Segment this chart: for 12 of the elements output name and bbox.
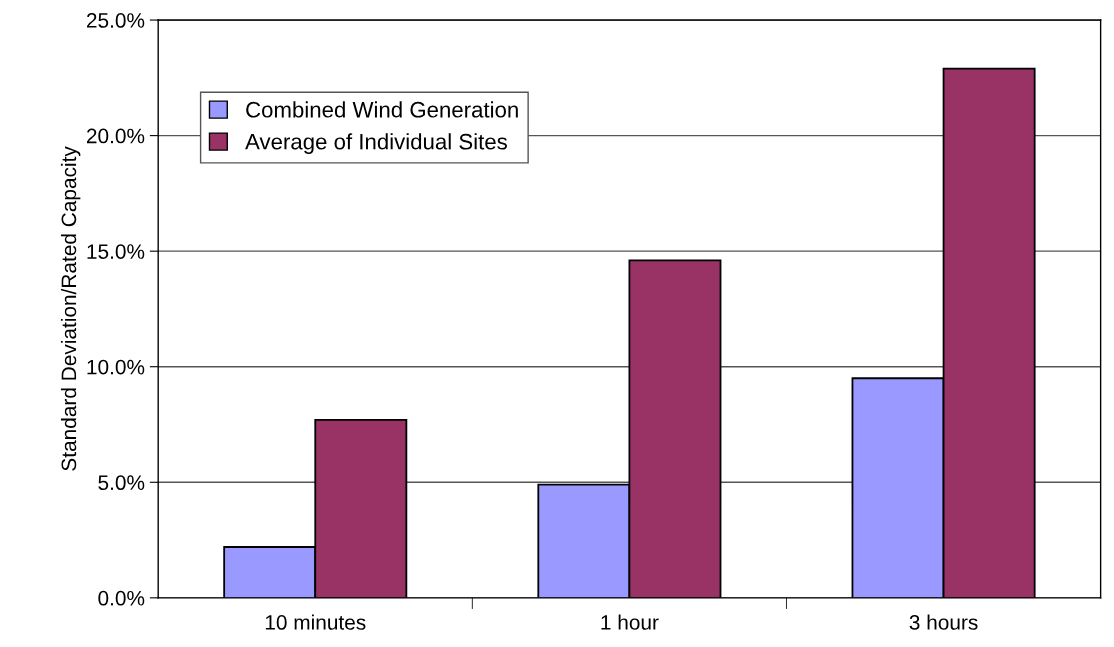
legend-label: Average of Individual Sites [245, 133, 507, 154]
y-tick-label: 0.0% [98, 590, 145, 606]
y-tick-label: 15.0% [87, 244, 145, 259]
y-tick-label: 25.0% [86, 13, 145, 28]
y-axis-title: Standard Deviation/Rated Capacity [60, 146, 81, 471]
y-tick-label: 10.0% [87, 359, 145, 375]
y-tick-label: 20.0% [86, 128, 145, 144]
y-tick-label: 5.0% [98, 475, 145, 491]
x-tick-label: 3 hours [909, 614, 978, 630]
x-tick-label: 10 minutes [265, 614, 366, 630]
legend-label: Combined Wind Generation [246, 101, 518, 118]
x-tick-label: 1 hour [601, 614, 659, 630]
